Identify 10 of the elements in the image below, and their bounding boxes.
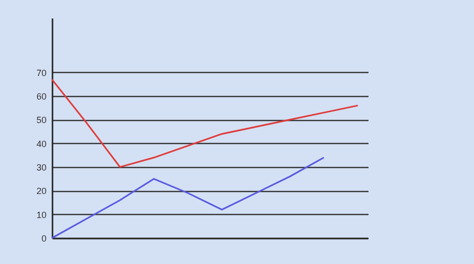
y-tick-label: 10 bbox=[36, 210, 46, 220]
y-tick-label: 60 bbox=[36, 92, 46, 102]
y-tick-label: 30 bbox=[36, 162, 46, 173]
y-tick-label: 70 bbox=[36, 68, 46, 78]
y-tick-label: 50 bbox=[36, 115, 46, 126]
line-series bbox=[51, 156, 325, 239]
y-tick-label: 40 bbox=[36, 138, 46, 149]
line-series bbox=[51, 78, 359, 168]
y-tick-label: 0 bbox=[41, 234, 46, 244]
y-tick-label: 20 bbox=[36, 186, 46, 196]
